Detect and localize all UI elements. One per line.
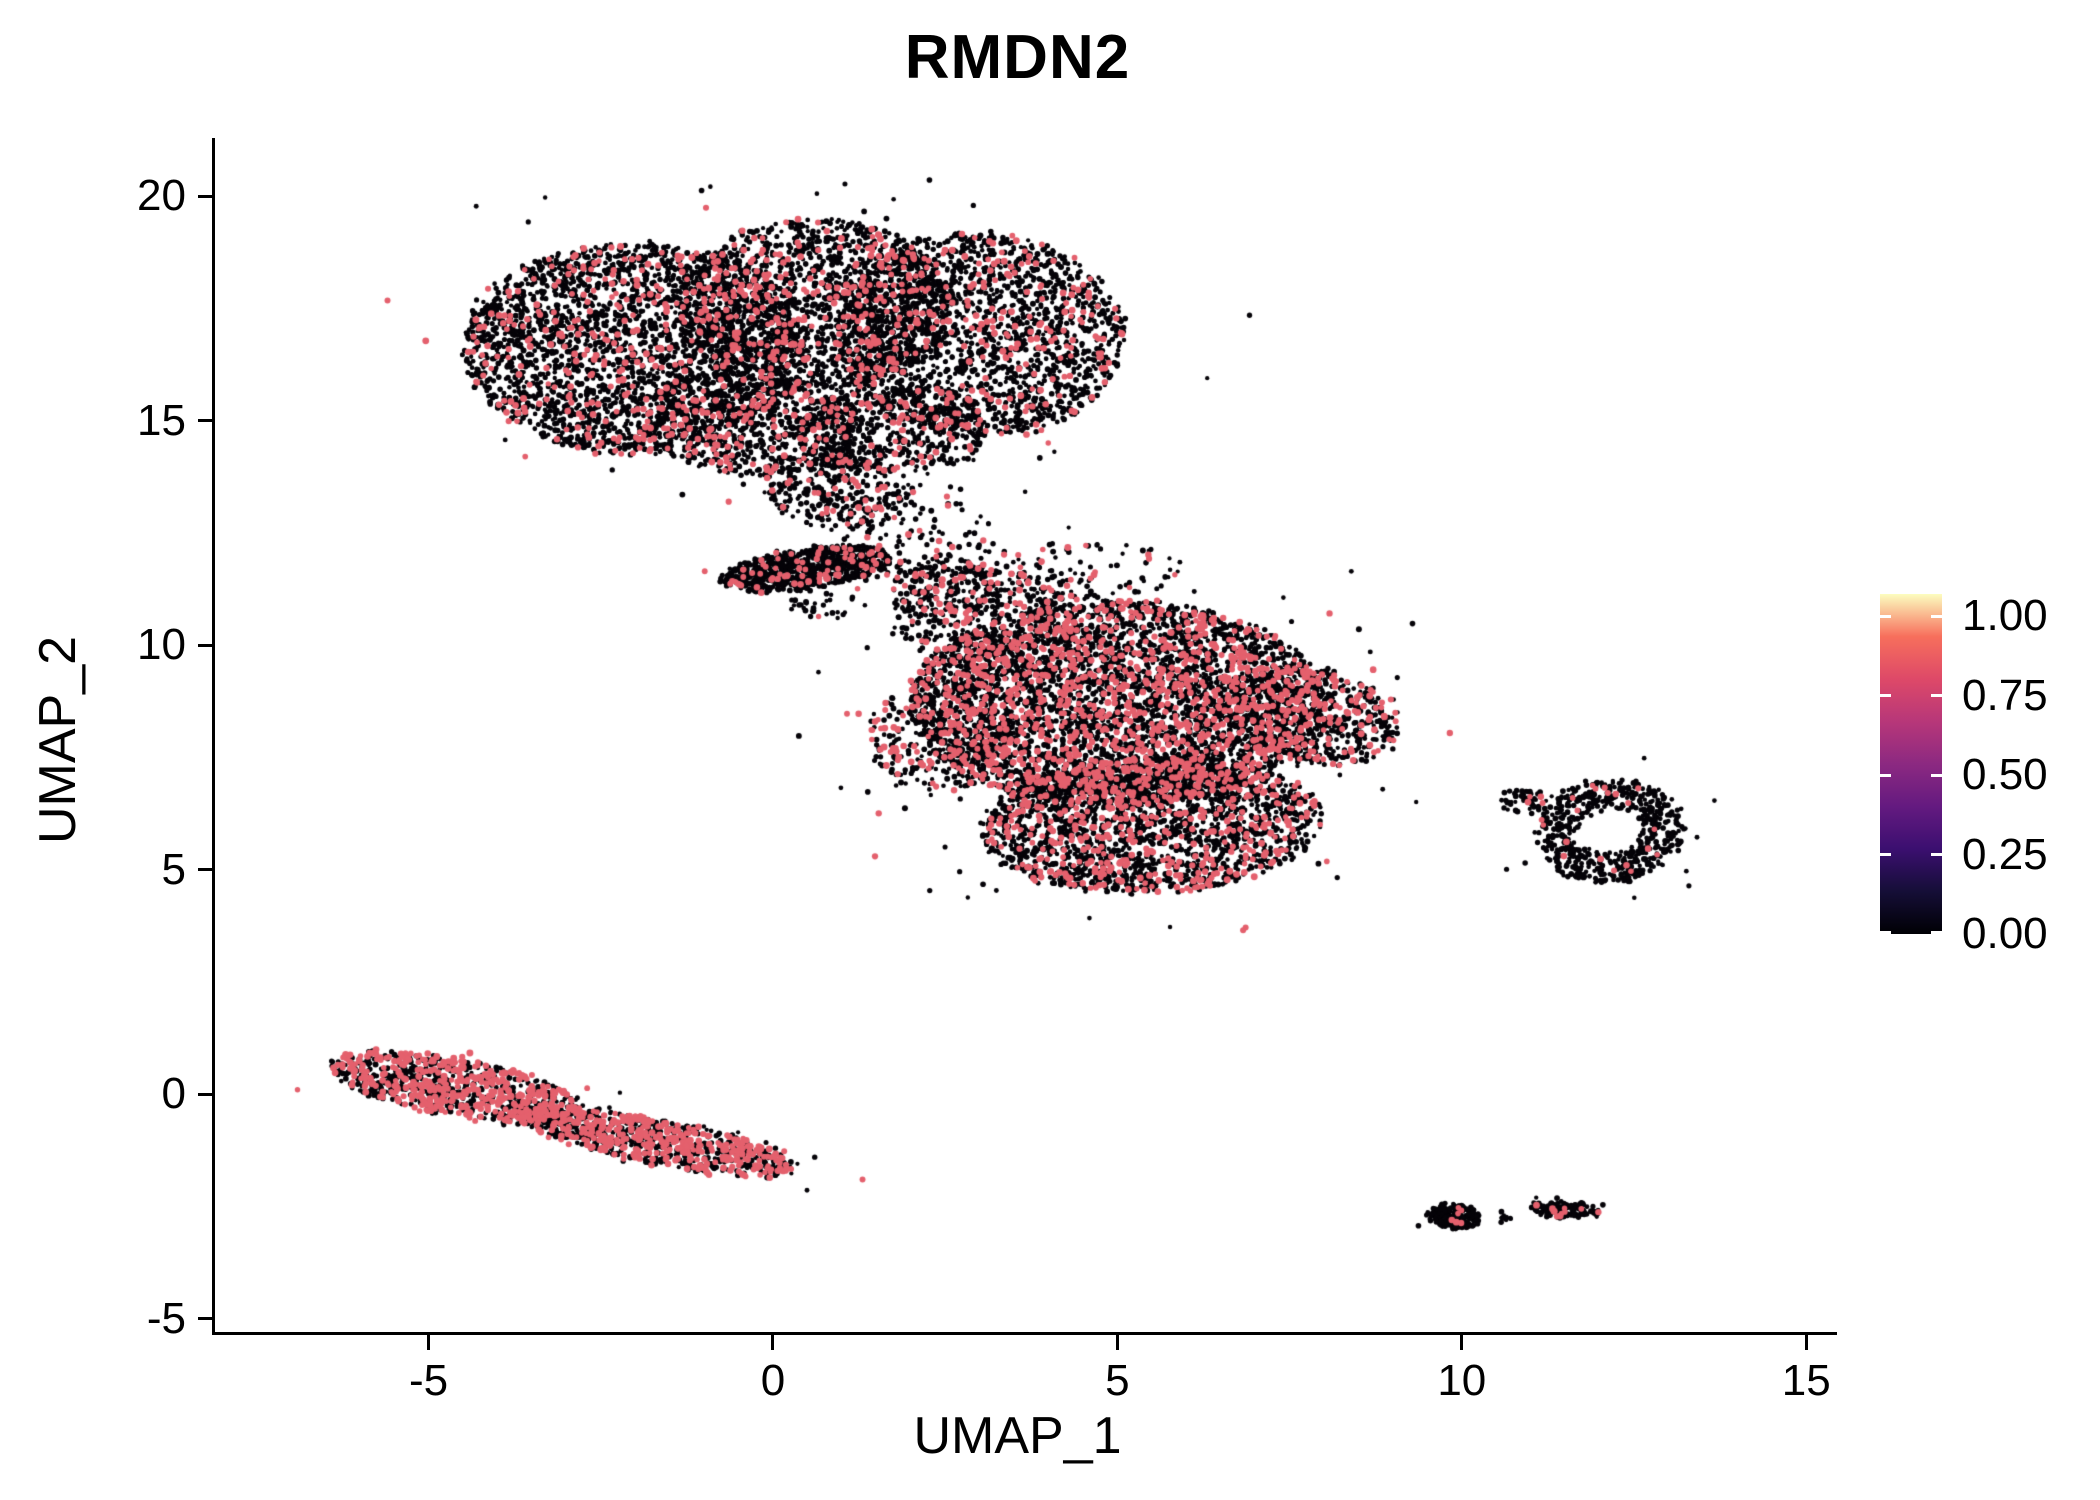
x-tick-mark	[1115, 1335, 1119, 1350]
y-tick-label: 5	[161, 844, 186, 894]
y-tick-mark	[198, 1092, 212, 1096]
colorbar-tick-mark	[1880, 931, 1891, 934]
x-tick-mark	[771, 1335, 775, 1350]
x-tick-mark	[1804, 1335, 1808, 1350]
y-tick-mark	[198, 419, 212, 423]
y-tick-mark	[198, 643, 212, 647]
colorbar-tick-mark	[1880, 614, 1891, 618]
y-axis-line	[212, 138, 215, 1335]
colorbar-tick-label: 1.00	[1962, 591, 2048, 641]
y-tick-label: -5	[146, 1293, 186, 1343]
x-tick-label: 5	[1105, 1356, 1130, 1405]
y-axis-title: UMAP_2	[29, 635, 87, 845]
y-tick-label: 10	[137, 620, 186, 670]
y-tick-mark	[198, 868, 212, 872]
x-axis-title: UMAP_1	[913, 1407, 1122, 1465]
colorbar-tick-label: 0.75	[1962, 670, 2048, 720]
x-tick-label: 10	[1437, 1356, 1487, 1405]
colorbar-tick-label: 0.25	[1962, 829, 2048, 879]
x-tick-mark	[1460, 1335, 1464, 1350]
y-tick-mark	[198, 194, 212, 198]
x-axis-line	[212, 1332, 1837, 1335]
colorbar-tick-label: 0.00	[1962, 909, 2048, 958]
colorbar-tick-mark	[1931, 614, 1942, 618]
y-tick-label: 15	[137, 395, 186, 445]
colorbar-tick-mark	[1880, 773, 1891, 777]
colorbar-tick-mark	[1931, 694, 1942, 698]
x-tick-label: 0	[760, 1356, 786, 1405]
x-tick-label: 15	[1781, 1356, 1831, 1405]
y-tick-mark	[198, 1317, 212, 1321]
colorbar-tick-label: 0.50	[1962, 750, 2048, 800]
colorbar-tick-mark	[1880, 853, 1891, 857]
y-tick-label: 20	[137, 171, 186, 221]
y-tick-label: 0	[161, 1069, 186, 1119]
colorbar-gradient	[1880, 594, 1942, 934]
x-tick-mark	[427, 1335, 431, 1350]
x-tick-label: -5	[408, 1356, 449, 1405]
colorbar-tick-mark	[1931, 773, 1942, 777]
colorbar-tick-mark	[1931, 931, 1942, 934]
colorbar-tick-mark	[1880, 694, 1891, 698]
colorbar-tick-mark	[1931, 853, 1942, 857]
